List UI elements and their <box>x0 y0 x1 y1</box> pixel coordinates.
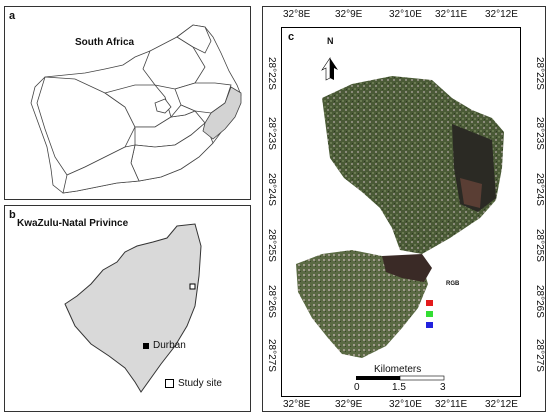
right-tick: 28°22S <box>534 57 545 90</box>
top-tick: 32°9E <box>335 9 363 20</box>
top-tick: 32°11E <box>435 9 468 20</box>
legend-label: Band 4 (650 - 680 nm) <box>436 300 497 306</box>
left-tick: 28°22S <box>266 57 277 90</box>
north-arrow <box>321 57 338 81</box>
scale-bar <box>356 375 445 381</box>
left-tick: 28°24S <box>266 173 277 206</box>
panel-label: b <box>9 209 16 221</box>
top-tick: 32°12E <box>485 9 518 20</box>
right-tick: 28°26S <box>534 285 545 318</box>
right-tick: 28°23S <box>534 117 545 150</box>
legend-swatch-red <box>426 300 433 306</box>
study-area-north <box>322 76 504 254</box>
south-africa-map <box>30 24 242 194</box>
panel-label: c <box>288 31 295 43</box>
map-title: South Africa <box>75 37 135 48</box>
study-site-legend-label: Study site <box>178 378 222 389</box>
top-tick: 32°8E <box>283 9 311 20</box>
study-site-symbol <box>165 379 174 388</box>
panel-label: a <box>9 10 16 22</box>
left-tick: 28°23S <box>266 117 277 150</box>
scale-value: 1.5 <box>392 382 406 393</box>
left-tick: 28°27S <box>266 339 277 372</box>
left-tick: 28°26S <box>266 285 277 318</box>
durban-marker <box>143 343 149 349</box>
bottom-tick: 32°9E <box>335 399 363 410</box>
legend-label: Band 3 (543 - 578 nm) <box>436 311 497 317</box>
bottom-tick: 32°10E <box>389 399 422 410</box>
legend-swatch-blue <box>426 322 433 328</box>
right-tick: 28°24S <box>534 173 545 206</box>
panel-kwazulu-natal: b KwaZulu-Natal Privince Durban Study si… <box>4 205 251 412</box>
lesotho-outline <box>154 98 172 114</box>
study-site-legend: Study site <box>165 378 222 389</box>
legend-item-band2: Band 2 (458 - 523 nm) <box>426 322 496 328</box>
right-tick: 28°27S <box>534 339 545 372</box>
dark-field <box>382 254 432 282</box>
legend-item-band4: Band 4 (650 - 680 nm) <box>426 300 496 306</box>
panel-study-area: 32°8E 32°9E 32°10E 32°11E 32°12E c <box>262 6 546 412</box>
kwazulu-natal-highlight <box>202 86 242 140</box>
satellite-imagery <box>296 57 504 381</box>
study-site-marker <box>189 283 196 290</box>
scale-value: 0 <box>354 382 360 393</box>
map-title: KwaZulu-Natal Privince <box>17 218 129 229</box>
bottom-tick: 32°12E <box>485 399 518 410</box>
kzn-province-shape <box>64 223 202 393</box>
bottom-tick: 32°8E <box>283 399 311 410</box>
legend-swatch-green <box>426 311 433 317</box>
durban-label: Durban <box>153 340 186 351</box>
legend-item-band3: Band 3 (543 - 578 nm) <box>426 311 496 317</box>
map-frame: c <box>281 27 521 397</box>
panel-south-africa: a South Africa <box>4 6 251 200</box>
right-tick: 28°25S <box>534 229 545 262</box>
kzn-map <box>64 223 202 393</box>
legend-label: Band 2 (458 - 523 nm) <box>436 322 497 328</box>
scale-value: 3 <box>440 382 446 393</box>
north-label: N <box>327 36 334 46</box>
legend-title: RGB <box>446 281 460 287</box>
scale-title: Kilometers <box>374 364 422 375</box>
left-tick: 28°25S <box>266 229 277 262</box>
bare-soil-block <box>460 178 482 208</box>
bottom-tick: 32°11E <box>435 399 468 410</box>
top-tick: 32°10E <box>389 9 422 20</box>
study-area-south <box>296 250 428 358</box>
